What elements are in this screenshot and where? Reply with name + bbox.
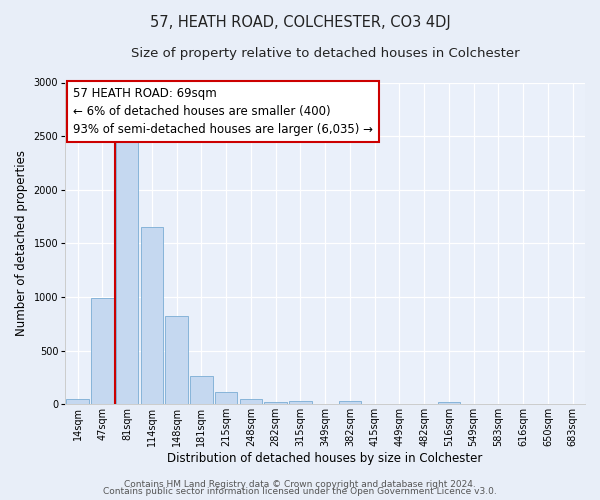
Bar [141,228,163,404]
Bar [240,399,262,404]
Bar [339,402,361,404]
Bar [116,140,138,404]
Text: 57 HEATH ROAD: 69sqm
← 6% of detached houses are smaller (400)
93% of semi-detac: 57 HEATH ROAD: 69sqm ← 6% of detached ho… [73,88,373,136]
Bar [67,399,89,404]
Bar [190,376,212,404]
Text: Contains HM Land Registry data © Crown copyright and database right 2024.: Contains HM Land Registry data © Crown c… [124,480,476,489]
Bar [438,402,460,404]
Bar [166,316,188,404]
X-axis label: Distribution of detached houses by size in Colchester: Distribution of detached houses by size … [167,452,483,465]
Bar [265,402,287,404]
Bar [215,392,237,404]
Bar [289,401,311,404]
Y-axis label: Number of detached properties: Number of detached properties [15,150,28,336]
Bar [91,298,113,405]
Title: Size of property relative to detached houses in Colchester: Size of property relative to detached ho… [131,48,520,60]
Text: 57, HEATH ROAD, COLCHESTER, CO3 4DJ: 57, HEATH ROAD, COLCHESTER, CO3 4DJ [149,15,451,30]
Text: Contains public sector information licensed under the Open Government Licence v3: Contains public sector information licen… [103,487,497,496]
